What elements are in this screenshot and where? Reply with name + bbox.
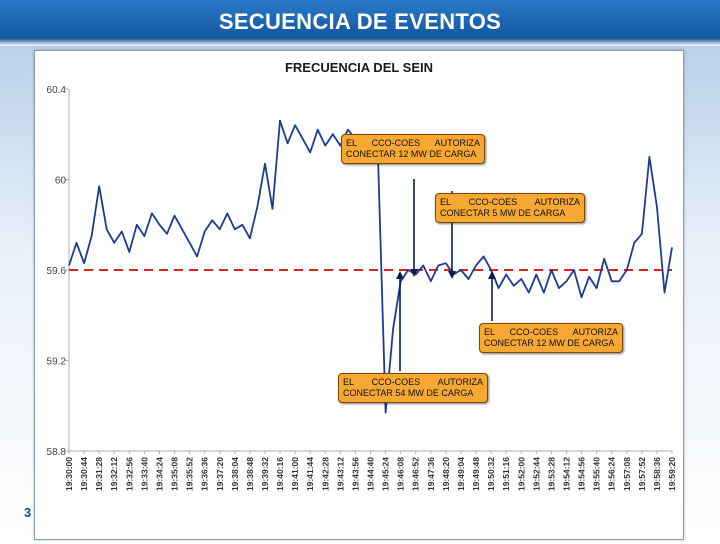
chart-frame: FRECUENCIA DEL SEIN 60.4 60 59.6 59.2 58.8 19… (34, 50, 684, 540)
axis-layer: 60.4 60 59.6 59.2 58.819:30:00 19:30:44 19:31:… (47, 85, 677, 491)
header-bar: SECUENCIA DE EVENTOS (0, 0, 720, 46)
x-tick-label: 19:30:00 (64, 457, 74, 491)
chart-title: FRECUENCIA DEL SEIN (285, 60, 433, 75)
y-tick-label: 59.2 (47, 357, 67, 368)
x-tick-label: 19:30:44 (79, 457, 89, 491)
x-tick-label: 19:56:24 (607, 457, 617, 491)
x-tick-label: 19:54:56 (577, 457, 587, 491)
x-tick-label: 19:43:12 (335, 457, 345, 491)
x-tick-label: 19:41:00 (290, 457, 300, 491)
x-tick-label: 19:40:16 (275, 457, 285, 491)
x-tick-label: 19:32:56 (124, 457, 134, 491)
x-tick-label: 19:57:52 (637, 457, 647, 491)
page-title: SECUENCIA DE EVENTOS (218, 9, 502, 34)
x-tick-label: 19:44:40 (366, 457, 376, 491)
x-tick-label: 19:42:28 (320, 457, 330, 491)
x-tick-label: 19:59:20 (667, 457, 677, 491)
x-tick-label: 19:37:20 (215, 457, 225, 491)
x-tick-label: 19:36:36 (200, 457, 210, 491)
y-tick-label: 58.8 (47, 447, 67, 458)
x-tick-label: 19:46:52 (411, 457, 421, 491)
annotation-box: EL CCO-COES AUTORIZA CONECTAR 12 MW DE C… (479, 323, 623, 353)
x-tick-label: 19:55:40 (592, 457, 602, 491)
x-tick-label: 19:52:44 (531, 457, 541, 491)
annotation-box: EL CCO-COES AUTORIZA CONECTAR 54 MW DE C… (338, 373, 488, 403)
x-tick-label: 19:57:08 (622, 457, 632, 491)
x-tick-label: 19:41:44 (305, 457, 315, 491)
x-tick-label: 19:49:04 (456, 457, 466, 491)
x-tick-label: 19:38:48 (245, 457, 255, 491)
x-tick-label: 19:38:04 (230, 457, 240, 491)
x-tick-label: 19:35:08 (170, 457, 180, 491)
x-tick-label: 19:45:24 (381, 457, 391, 491)
frequency-chart: FRECUENCIA DEL SEIN 60.46059.659.258.819… (47, 60, 677, 491)
x-tick-label: 19:34:24 (154, 457, 164, 491)
y-tick-label: 60.4 (47, 85, 67, 96)
x-tick-label: 19:49:48 (471, 457, 481, 491)
x-tick-label: 19:54:12 (561, 457, 571, 491)
x-tick-label: 19:47:36 (426, 457, 436, 491)
page-number: 3 (24, 505, 32, 520)
x-tick-label: 19:35:52 (185, 457, 195, 491)
annotation-box: EL CCO-COES AUTORIZA CONECTAR 12 MW DE C… (341, 134, 485, 164)
x-tick-label: 19:43:56 (350, 457, 360, 491)
x-tick-label: 19:46:08 (396, 457, 406, 491)
x-tick-label: 19:39:32 (260, 457, 270, 491)
series-layer (68, 119, 673, 414)
series-line (68, 119, 673, 414)
x-tick-label: 19:52:00 (516, 457, 526, 491)
x-tick-label: 19:51:16 (501, 457, 511, 491)
x-tick-label: 19:33:40 (139, 457, 149, 491)
x-tick-label: 19:53:28 (546, 457, 556, 491)
x-tick-label: 19:32:12 (109, 457, 119, 491)
x-tick-label: 19:50:32 (486, 457, 496, 491)
x-tick-label: 19:48:20 (441, 457, 451, 491)
x-tick-label: 19:58:36 (652, 457, 662, 491)
y-tick-label: 60 (55, 176, 67, 187)
annotation-box: EL CCO-COES AUTORIZA CONECTAR 5 MW DE CA… (435, 193, 585, 223)
y-tick-label: 59.6 (47, 266, 67, 277)
x-tick-label: 19:31:28 (94, 457, 104, 491)
